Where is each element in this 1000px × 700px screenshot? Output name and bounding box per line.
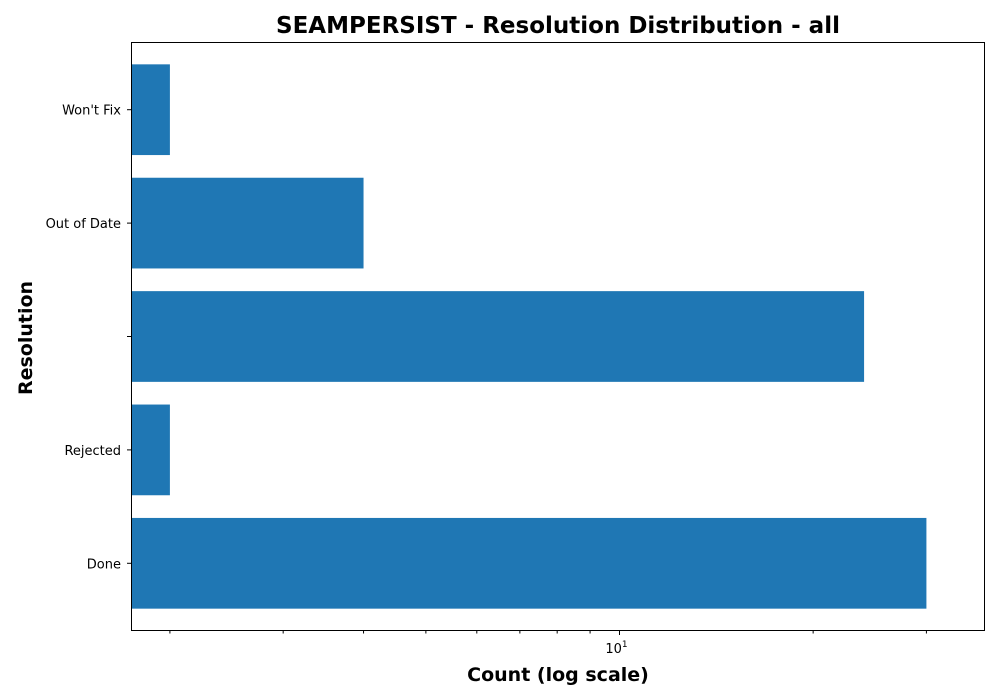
bar-out-of-date bbox=[132, 177, 364, 269]
x-axis-ticks: 101 bbox=[169, 631, 927, 657]
y-tick-label: Rejected bbox=[64, 444, 121, 459]
x-tick-label: 101 bbox=[605, 640, 627, 657]
bar-unlabeled bbox=[132, 291, 865, 382]
chart-title: SEAMPERSIST - Resolution Distribution - … bbox=[276, 13, 840, 39]
y-axis-ticks: Done Rejected Out of Date Won't Fix bbox=[46, 104, 131, 572]
plot-frame bbox=[131, 42, 985, 631]
bar-done bbox=[132, 517, 927, 609]
y-tick-label: Out of Date bbox=[46, 217, 121, 232]
bars bbox=[132, 64, 927, 609]
y-tick-label: Done bbox=[87, 557, 121, 572]
y-axis-label: Resolution bbox=[15, 281, 37, 395]
y-tick-label: Won't Fix bbox=[62, 104, 121, 119]
x-axis-label: Count (log scale) bbox=[467, 664, 649, 686]
bar-rejected bbox=[132, 404, 170, 496]
bar-won-t-fix bbox=[132, 64, 170, 156]
